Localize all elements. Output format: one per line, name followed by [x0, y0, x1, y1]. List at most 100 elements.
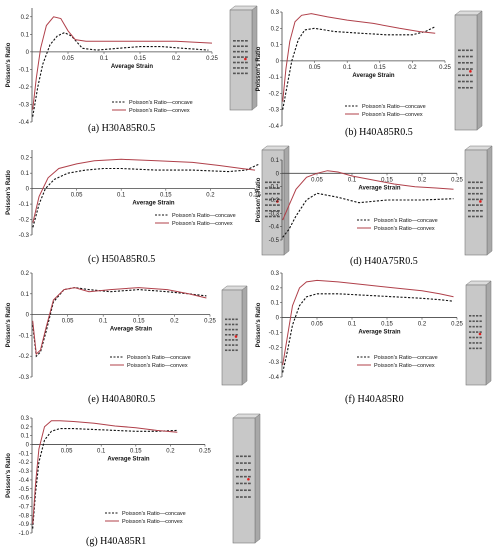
y-tick-label: 0 — [276, 59, 280, 65]
specimen-hole — [470, 55, 473, 58]
specimen-side-face — [241, 285, 248, 386]
series-line-convex — [282, 170, 454, 221]
specimen-top-face — [454, 10, 483, 16]
series-line-concave — [32, 31, 209, 117]
legend-entry: Poisson's Ratio—convex — [122, 519, 183, 525]
specimen-top-face — [261, 145, 290, 151]
specimen-hole — [466, 86, 469, 89]
specimen-front-face — [464, 149, 488, 256]
specimen-hole — [233, 56, 236, 58]
specimen-hole — [277, 204, 280, 206]
specimen-hole — [245, 40, 248, 42]
x-tick-label: 0.1 — [99, 319, 108, 325]
specimen-hole — [480, 187, 483, 189]
panel-caption: (c) H50A85R0.5 — [88, 254, 155, 265]
specimen-illustration — [221, 285, 248, 386]
specimen-hole — [228, 328, 231, 331]
specimen-hole — [476, 325, 479, 328]
specimen-hole — [245, 45, 248, 48]
specimen-hole — [462, 80, 465, 83]
series-line-convex — [32, 16, 213, 110]
y-tick-label: -0.3 — [19, 102, 30, 108]
specimen-hole — [228, 333, 231, 336]
specimen-hole — [233, 61, 236, 64]
y-tick-label: -1.0 — [19, 531, 30, 537]
specimen-hole — [237, 56, 240, 58]
specimen-hole — [472, 198, 475, 201]
specimen-illustration — [454, 10, 483, 131]
specimen-hole — [273, 198, 276, 201]
specimen-hole — [235, 328, 238, 331]
specimen-illustration — [464, 145, 493, 256]
x-tick-label: 0.15 — [133, 319, 145, 325]
series-line-convex — [32, 158, 256, 223]
y-axis-label: Poisson's Ratio — [6, 453, 12, 498]
y-tick-label: -0.6 — [19, 496, 30, 502]
specimen-hole — [237, 45, 240, 48]
specimen-hole — [241, 45, 244, 48]
specimen-hole — [225, 339, 228, 341]
x-tick-label: 0.05 — [309, 65, 321, 71]
specimen-hole — [244, 482, 247, 485]
y-tick-label: -0.3 — [269, 108, 280, 114]
specimen-hole — [466, 49, 469, 52]
specimen-hole — [480, 198, 483, 201]
specimen-hole — [273, 204, 276, 206]
specimen-hole — [470, 80, 473, 83]
specimen-hole — [228, 318, 231, 321]
y-tick-label: -0.3 — [19, 375, 30, 381]
specimen-hole — [458, 55, 461, 58]
x-tick-label: 0.2 — [418, 322, 427, 328]
specimen-hole — [236, 475, 239, 478]
specimen-front-face — [454, 14, 478, 131]
series-line-convex — [282, 279, 454, 366]
specimen-hole — [470, 49, 473, 52]
specimen-hole — [462, 74, 465, 77]
legend-entry: Poisson's Ratio—concave — [172, 213, 236, 219]
specimen-hole — [277, 215, 280, 218]
specimen-hole — [232, 339, 235, 341]
specimen-hole — [265, 204, 268, 206]
specimen-hole — [472, 315, 475, 317]
y-tick-label: -0.3 — [19, 233, 30, 239]
specimen-hole — [265, 187, 268, 189]
specimen-hole — [232, 323, 235, 326]
specimen-marker-dot — [276, 200, 279, 203]
x-tick-label: 0.25 — [206, 56, 218, 62]
y-tick-label: -0.2 — [269, 91, 280, 97]
specimen-hole — [225, 318, 228, 321]
specimen-hole — [225, 333, 228, 336]
x-tick-label: 0.2 — [206, 193, 215, 199]
specimen-hole — [476, 331, 479, 333]
y-tick-label: -0.1 — [19, 67, 30, 73]
specimen-hole — [472, 336, 475, 339]
x-tick-label: 0.15 — [381, 322, 393, 328]
y-tick-label: 0.1 — [21, 171, 30, 177]
specimen-hole — [479, 342, 482, 344]
x-tick-label: 0.05 — [62, 319, 74, 325]
specimen-hole — [236, 455, 239, 458]
y-tick-label: -0.3 — [269, 360, 280, 366]
specimen-top-face — [464, 145, 493, 151]
y-tick-label: 0.2 — [21, 425, 30, 431]
x-tick-label: 0.15 — [160, 193, 172, 199]
x-tick-label: 0.15 — [130, 449, 142, 455]
specimen-hole — [240, 475, 243, 478]
x-axis-label: Average Strain — [352, 73, 394, 79]
specimen-side-face — [254, 413, 261, 544]
x-tick-label: 0.25 — [451, 177, 463, 183]
specimen-hole — [244, 496, 247, 498]
specimen-hole — [472, 187, 475, 189]
specimen-hole — [469, 315, 472, 317]
specimen-hole — [462, 49, 465, 52]
chart-panel: 0.2 0.1 0 -0.1 -0.2 -0.3 -0.4 0.05 0.1 0.15 0.2 0.2… — [6, 5, 258, 134]
specimen-hole — [240, 489, 243, 492]
y-tick-label: 0.3 — [21, 416, 30, 422]
specimen-hole — [476, 192, 479, 195]
specimen-hole — [273, 215, 276, 218]
specimen-hole — [476, 315, 479, 317]
specimen-marker-dot — [479, 200, 482, 203]
specimen-hole — [265, 192, 268, 195]
specimen-hole — [480, 192, 483, 195]
